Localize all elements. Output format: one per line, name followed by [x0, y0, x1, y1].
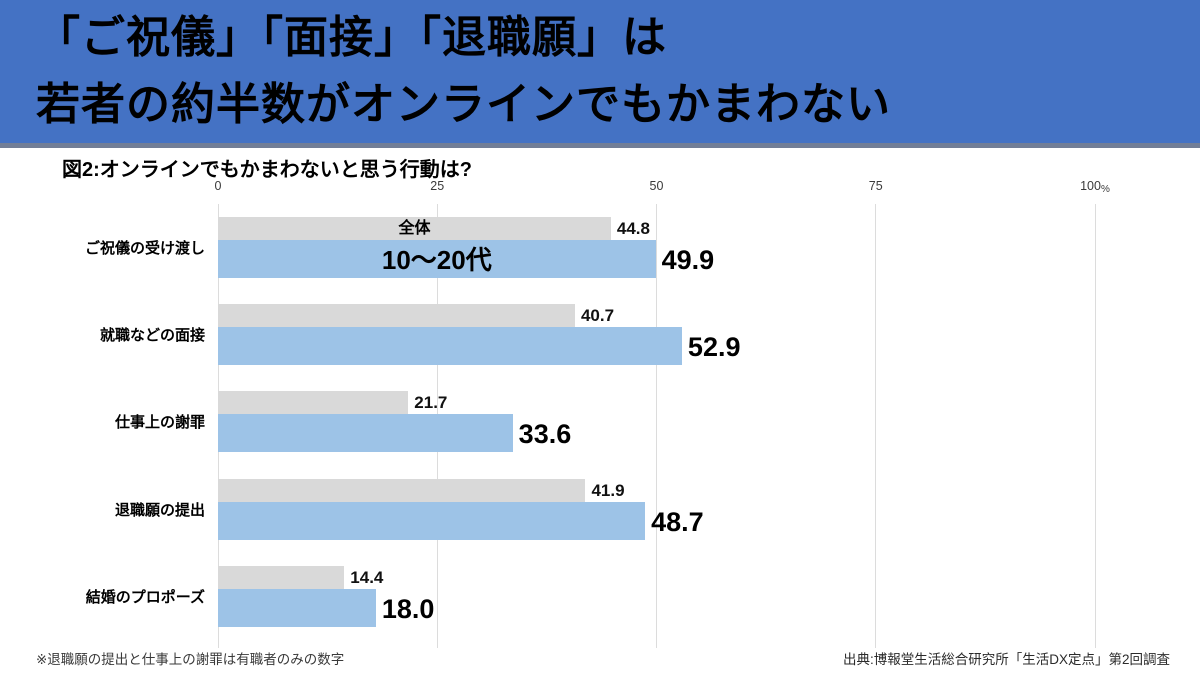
gridline [1094, 204, 1096, 648]
header-divider [0, 143, 1200, 148]
bar-young-segment [218, 502, 646, 540]
footnote: ※退職願の提出と仕事上の謝罪は有職者のみの数字 [36, 652, 345, 667]
series-label-all: 全体 [398, 220, 431, 237]
bar-young-value: 52.9 [687, 332, 741, 362]
gridline [656, 204, 657, 648]
header-banner: 「ご祝儀」「面接」「退職願」は 若者の約半数がオンラインでもかまわない [0, 0, 1200, 143]
x-axis-tick-label: 0 [214, 179, 222, 193]
bar-all-segment [218, 479, 586, 502]
x-axis-tick-label: 50 [649, 179, 664, 193]
category-label: 就職などの面接 [99, 327, 205, 344]
category-label: ご祝儀の受け渡し [84, 240, 205, 257]
category-label: 仕事上の謝罪 [114, 414, 205, 431]
bar-all-segment [218, 217, 611, 240]
series-label-young: 10〜20代 [381, 245, 492, 275]
bar-young-value: 48.7 [651, 507, 704, 537]
main-title-line1: 「ご祝儀」「面接」「退職願」は [36, 13, 667, 62]
bar-all-value: 44.8 [616, 219, 650, 238]
source-credit: 出典:博報堂生活総合研究所「生活DX定点」第2回調査 [842, 652, 1170, 667]
x-axis-tick-label: 25 [430, 179, 445, 193]
category-label: 結婚のプロポーズ [85, 589, 205, 606]
percent-sign: % [1100, 184, 1110, 195]
bar-all-value: 41.9 [591, 481, 625, 500]
main-title-line2: 若者の約半数がオンラインでもかまわない [36, 80, 891, 129]
bar-young-value: 49.9 [661, 245, 715, 275]
bar-all-segment [218, 391, 409, 414]
x-axis-tick-label: 100% [1080, 179, 1110, 195]
main-title: 「ご祝儀」「面接」「退職願」は 若者の約半数がオンラインでもかまわない [36, 4, 891, 138]
x-axis-tick-label: 75 [868, 179, 883, 193]
bar-all-value: 14.4 [350, 568, 384, 587]
bar-young-segment [218, 589, 376, 627]
bar-young-value: 18.0 [381, 594, 435, 624]
chart-title: 図2:オンラインでもかまわないと思う行動は? [62, 159, 472, 181]
bar-all-segment [218, 566, 345, 589]
bar-young-segment [218, 414, 513, 452]
bar-all-value: 40.7 [580, 306, 615, 325]
bar-all-segment [218, 304, 575, 327]
category-label: 退職願の提出 [114, 502, 205, 519]
gridline [875, 204, 877, 648]
bar-all-value: 21.7 [414, 393, 448, 412]
bar-young-segment [218, 327, 682, 365]
bar-young-segment [218, 240, 656, 278]
bar-young-value: 33.6 [518, 419, 572, 449]
